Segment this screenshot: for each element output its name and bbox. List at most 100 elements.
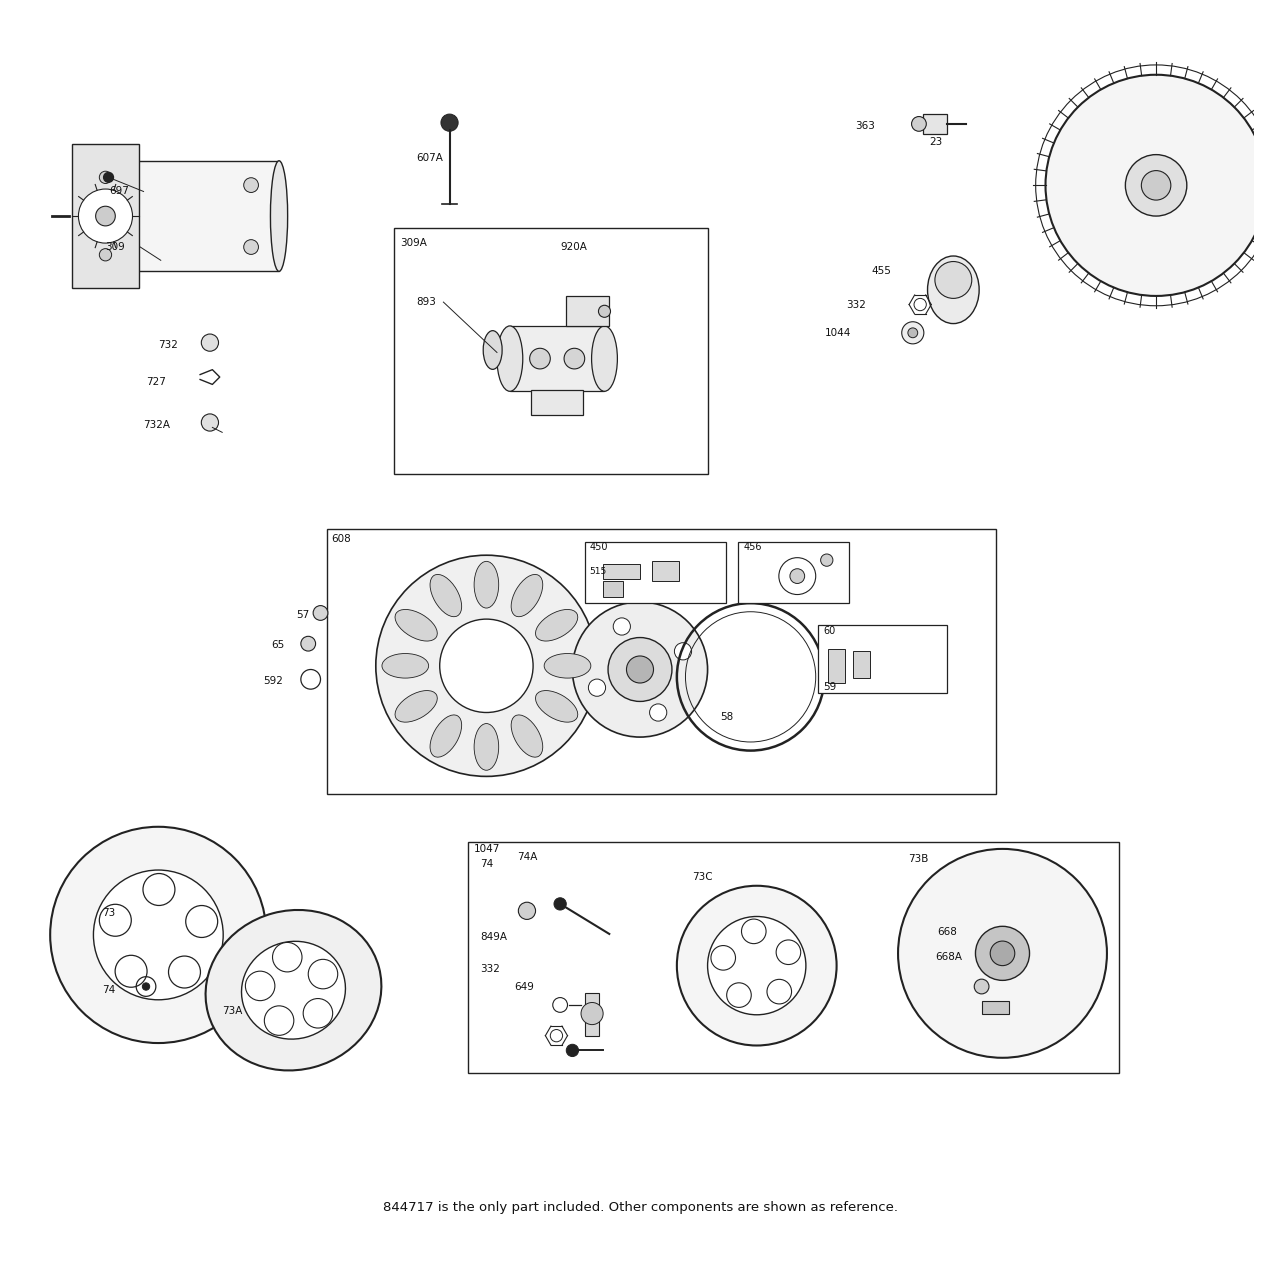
Polygon shape [1155, 215, 1175, 274]
Circle shape [901, 321, 924, 344]
Circle shape [303, 998, 333, 1028]
Polygon shape [1187, 166, 1244, 187]
Polygon shape [911, 940, 977, 963]
Circle shape [649, 704, 667, 721]
Text: WWW.BRIGGSANDSTRATTONSTORE.COM: WWW.BRIGGSANDSTRATTONSTORE.COM [425, 631, 855, 649]
Circle shape [96, 206, 115, 225]
Circle shape [975, 927, 1029, 980]
Text: 732: 732 [159, 340, 178, 351]
Circle shape [1036, 65, 1276, 306]
Bar [585, 541, 726, 603]
Text: 920A: 920A [561, 242, 588, 252]
Text: 592: 592 [262, 676, 283, 686]
Ellipse shape [934, 261, 972, 298]
Text: 450: 450 [590, 541, 608, 552]
Text: 73: 73 [102, 908, 115, 918]
Bar [566, 296, 609, 326]
Circle shape [1046, 74, 1267, 296]
Circle shape [613, 618, 631, 635]
Ellipse shape [535, 609, 577, 641]
Bar [603, 563, 640, 579]
Bar [326, 530, 996, 794]
Polygon shape [927, 884, 982, 942]
Circle shape [201, 413, 219, 431]
Text: 59: 59 [823, 682, 836, 691]
Circle shape [78, 189, 133, 243]
Text: 73C: 73C [691, 872, 712, 882]
Polygon shape [1023, 965, 1079, 1023]
Ellipse shape [430, 575, 462, 617]
Circle shape [566, 1044, 579, 1056]
Circle shape [246, 972, 275, 1001]
Circle shape [440, 620, 532, 713]
Circle shape [675, 643, 691, 660]
Ellipse shape [484, 330, 502, 370]
Circle shape [169, 956, 201, 988]
Polygon shape [1005, 978, 1028, 1046]
Ellipse shape [511, 575, 543, 617]
Circle shape [550, 1029, 563, 1042]
Circle shape [104, 173, 114, 182]
Circle shape [899, 849, 1107, 1057]
Bar [982, 1001, 1009, 1014]
Bar [468, 841, 1119, 1073]
Polygon shape [924, 970, 987, 1019]
Circle shape [376, 556, 596, 777]
Text: 893: 893 [416, 297, 436, 307]
Text: 73B: 73B [908, 854, 928, 864]
Polygon shape [1029, 945, 1094, 968]
Ellipse shape [396, 690, 438, 722]
Circle shape [710, 946, 736, 970]
Circle shape [626, 655, 654, 684]
Ellipse shape [396, 609, 438, 641]
Circle shape [530, 348, 550, 369]
Polygon shape [1001, 861, 1032, 927]
Circle shape [554, 897, 566, 910]
Polygon shape [1025, 914, 1093, 945]
Circle shape [911, 116, 927, 132]
Polygon shape [1079, 202, 1133, 246]
Text: 332: 332 [480, 964, 500, 974]
Circle shape [708, 916, 806, 1015]
Ellipse shape [242, 941, 346, 1039]
Ellipse shape [511, 716, 543, 758]
Circle shape [908, 328, 918, 338]
Bar [653, 562, 680, 581]
Circle shape [115, 955, 147, 987]
Ellipse shape [430, 716, 462, 758]
Circle shape [790, 568, 805, 584]
Text: 57: 57 [296, 611, 310, 621]
Polygon shape [1096, 108, 1139, 161]
Text: 455: 455 [870, 266, 891, 276]
Bar [852, 652, 870, 678]
Bar [509, 326, 604, 392]
Ellipse shape [206, 910, 381, 1070]
Polygon shape [973, 980, 1005, 1046]
Circle shape [564, 348, 585, 369]
Polygon shape [1019, 887, 1082, 936]
Circle shape [589, 680, 605, 696]
Polygon shape [913, 909, 977, 951]
Circle shape [677, 886, 837, 1046]
Bar [72, 145, 140, 288]
Text: 608: 608 [332, 534, 351, 544]
Circle shape [301, 636, 316, 652]
Circle shape [608, 637, 672, 701]
Text: 74: 74 [102, 986, 115, 996]
Text: 607A: 607A [416, 154, 443, 164]
Ellipse shape [381, 654, 429, 678]
Bar [394, 228, 708, 474]
Polygon shape [945, 977, 995, 1037]
Polygon shape [978, 861, 1000, 929]
Circle shape [820, 554, 833, 566]
Ellipse shape [474, 562, 499, 608]
Text: 515: 515 [590, 567, 607, 576]
Polygon shape [1010, 869, 1060, 931]
Polygon shape [1137, 97, 1158, 155]
Bar [603, 581, 623, 596]
Polygon shape [1068, 183, 1126, 205]
Circle shape [767, 979, 791, 1004]
Circle shape [1125, 155, 1187, 216]
Circle shape [100, 248, 111, 261]
Text: 668A: 668A [934, 952, 961, 963]
